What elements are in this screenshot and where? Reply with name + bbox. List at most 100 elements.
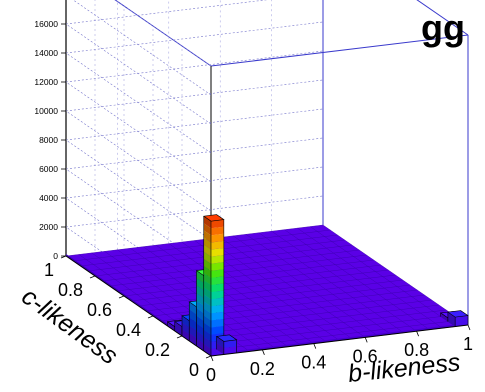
y-tick-label: 0.6: [87, 300, 112, 320]
z-tick-label: 4000: [39, 193, 58, 203]
bar-front-face: [211, 240, 224, 250]
bar-side-face: [196, 315, 204, 329]
bar-top-face: [215, 334, 238, 342]
z-tick-label: 6000: [39, 164, 58, 174]
histogram-bars: [166, 214, 469, 356]
y-tick-mark: [89, 275, 96, 279]
bar-side-face: [203, 280, 211, 293]
bar-front-face: [211, 290, 224, 300]
y-axis-ticks: 0 0.20.40.60.81: [44, 255, 212, 380]
z-grid-back: [65, 195, 324, 228]
x-axis-line: [210, 324, 469, 357]
z-tick-label: 16000: [34, 19, 58, 29]
floor-cell-line: [220, 237, 366, 338]
bar-front-face: [211, 262, 224, 271]
bar-side-face: [196, 323, 204, 336]
z-grid-back: [65, 166, 324, 199]
z-tick-label: 2000: [39, 222, 58, 232]
z-grid-left: [114, 0, 212, 67]
bar-side-face: [196, 338, 204, 351]
bar-side-face: [189, 317, 197, 331]
floor-cell-line: [284, 229, 430, 330]
bar-side-face: [182, 315, 190, 328]
bar-side-face: [174, 321, 182, 336]
bar-side-face: [189, 309, 197, 323]
x-tick-label: 0.4: [301, 353, 326, 373]
bar-top-face: [447, 310, 469, 318]
bar-side-face: [167, 321, 175, 331]
grid-lines: [65, 0, 324, 336]
x-tick-mark: [416, 331, 419, 337]
bar-side-face: [203, 301, 211, 314]
z-grid-left: [72, 0, 212, 96]
bar-front-face: [211, 226, 224, 236]
bar-side-face: [447, 312, 456, 327]
bar-side-face: [216, 342, 224, 355]
bar-side-face: [196, 285, 204, 299]
bar-front-face: [211, 311, 224, 321]
bar-front-face: [211, 318, 224, 328]
x-tick-mark: [210, 355, 214, 362]
floor-cell-line: [310, 226, 456, 327]
y-tick-label: 0.8: [58, 280, 83, 300]
bar-front-face: [211, 269, 224, 278]
floor-cell-line: [116, 259, 374, 292]
bar-side-face: [196, 293, 204, 306]
x-tick-label: 0: [206, 365, 216, 385]
y-tick-label: 0.4: [116, 320, 141, 340]
bar-front-face: [211, 326, 224, 335]
bar-side-face: [196, 270, 204, 284]
floor-cell-line: [232, 235, 379, 337]
floor-cell-line: [322, 224, 469, 326]
plot-title: gg: [421, 7, 465, 48]
floor-cell-line: [207, 238, 353, 340]
y-tick-mark: [147, 315, 154, 319]
bar-side-face: [196, 278, 204, 291]
bar-front-face: [211, 297, 224, 307]
floor-cell-line: [138, 274, 396, 307]
z-grid-back: [65, 79, 324, 112]
x-tick-label: 1: [463, 334, 473, 354]
y-tick-label: 1: [44, 260, 54, 280]
bar-side-face: [203, 308, 211, 321]
z-grid-left: [65, 139, 212, 241]
bar-side-face: [189, 333, 197, 346]
bar-side-face: [203, 258, 211, 271]
z-grid-back: [65, 21, 324, 54]
floor-cell-line: [102, 249, 360, 282]
x-tick-mark: [467, 324, 471, 331]
z-tick-label: 14000: [34, 48, 58, 58]
floor-cell-line: [245, 234, 392, 335]
floor-cell-line: [109, 254, 367, 287]
bar-side-face: [203, 251, 211, 264]
histogram-bar: [215, 334, 238, 355]
bar-side-face: [203, 287, 211, 300]
floor-cell-line: [73, 229, 331, 262]
histogram-bar: [202, 214, 225, 356]
bar-front-face: [211, 233, 224, 243]
bar-front-face: [211, 255, 224, 264]
x-axis-ticks: 0 0.2 0.4 0.6 0.8 1: [206, 324, 473, 385]
z-grid-back: [65, 137, 324, 170]
z-grid-back: [65, 50, 324, 83]
x-tick-label: 0.8: [404, 340, 429, 360]
floor-front-side: [211, 322, 468, 356]
bar-side-face: [189, 301, 197, 315]
y-axis-line: [65, 255, 212, 357]
y-tick-mark: [60, 255, 67, 259]
x-tick-mark: [313, 343, 317, 349]
bar-side-face: [203, 294, 211, 307]
bar-front-face: [223, 339, 237, 348]
bar-side-face: [203, 230, 211, 243]
histogram-bar: [447, 310, 469, 327]
bar-side-face: [216, 336, 224, 348]
floor-cell-line: [123, 264, 382, 297]
bar-side-face: [196, 300, 204, 314]
bar-side-face: [182, 322, 190, 335]
bar-front-face: [211, 219, 224, 229]
z-tick-label: 12000: [34, 77, 58, 87]
bar-side-face: [203, 223, 211, 236]
plot-front-frame: [65, 255, 469, 357]
z-grid-left: [65, 52, 212, 154]
